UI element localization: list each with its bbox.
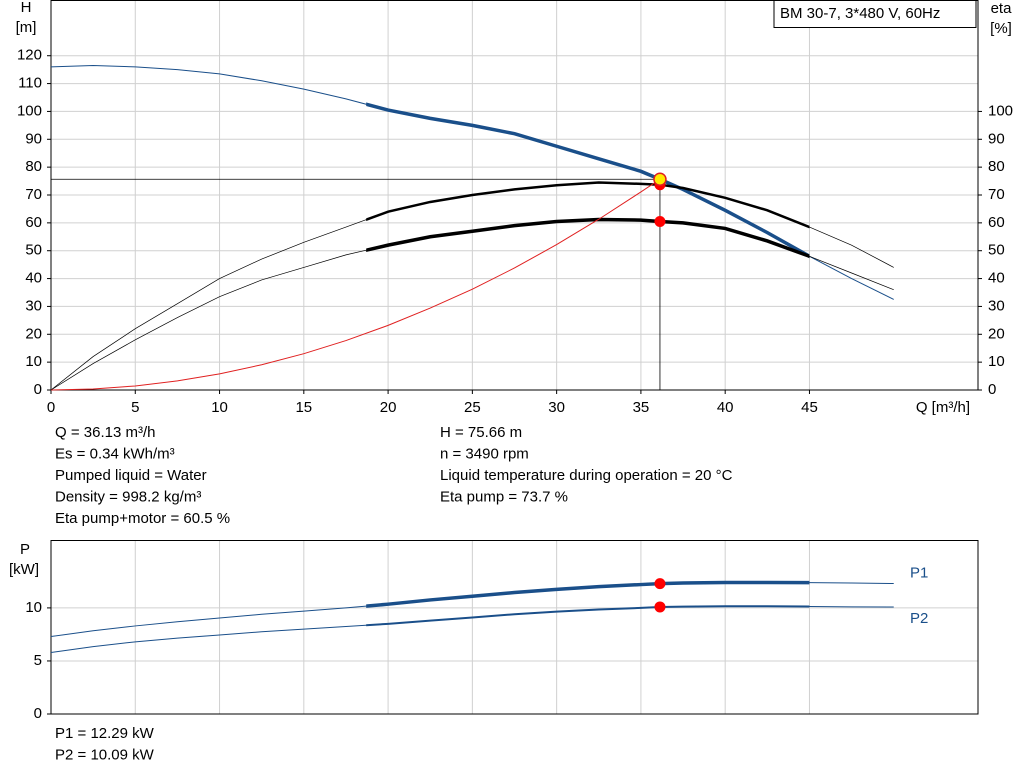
duty-dot: [654, 601, 666, 613]
info-text: Q = 36.13 m³/h: [55, 424, 155, 441]
y-unit: [m]: [16, 19, 37, 36]
x-label: Q [m³/h]: [916, 399, 970, 416]
y2-tick-label: 40: [988, 270, 1005, 287]
x-tick-label: 20: [380, 399, 397, 416]
info-text: P1 = 12.29 kW: [55, 725, 155, 742]
info-text: Eta pump+motor = 60.5 %: [55, 510, 230, 527]
y-tick-label: 70: [25, 186, 42, 203]
info-text: n = 3490 rpm: [440, 445, 529, 462]
series-line-bold: [366, 580, 810, 608]
series-line-bold: [366, 217, 810, 259]
y2-tick-label: 0: [988, 381, 996, 398]
x-tick-label: 5: [131, 399, 139, 416]
duty-dot: [654, 215, 666, 227]
y2-label: eta: [991, 0, 1013, 17]
chart-title: BM 30-7, 3*480 V, 60Hz: [780, 5, 940, 22]
x-tick-label: 0: [47, 399, 55, 416]
x-tick-label: 10: [211, 399, 228, 416]
y-label: P: [20, 541, 30, 558]
y-label: H: [21, 0, 32, 16]
x-tick-label: 40: [717, 399, 734, 416]
title-box: [773, 0, 977, 28]
plot-frame: [50, 540, 979, 715]
y-tick-label: 90: [25, 130, 42, 147]
y2-unit: [%]: [990, 20, 1012, 37]
y2-tick-label: 60: [988, 214, 1005, 231]
y2-tick-label: 50: [988, 242, 1005, 259]
series-line-bold: [366, 181, 810, 229]
y-tick-label: 10: [25, 353, 42, 370]
y-tick-label: 40: [25, 270, 42, 287]
y-tick-label: 20: [25, 325, 42, 342]
y2-tick-label: 70: [988, 186, 1005, 203]
y-tick-label: 120: [17, 47, 42, 64]
y2-tick-label: 80: [988, 158, 1005, 175]
x-tick-label: 35: [633, 399, 650, 416]
y-tick-label: 60: [25, 214, 42, 231]
info-text: Es = 0.34 kWh/m³: [55, 445, 175, 462]
y-tick-label: 30: [25, 297, 42, 314]
y-unit: [kW]: [9, 561, 39, 578]
y2-tick-label: 20: [988, 325, 1005, 342]
x-tick-label: 45: [801, 399, 818, 416]
x-tick-label: 25: [464, 399, 481, 416]
y-tick-label: 0: [34, 705, 42, 722]
y2-tick-label: 10: [988, 353, 1005, 370]
y-tick-label: 100: [17, 102, 42, 119]
series-label: P2: [910, 610, 928, 627]
y-tick-label: 110: [18, 75, 42, 92]
duty-point: [653, 172, 667, 186]
x-tick-label: 30: [548, 399, 565, 416]
info-text: P2 = 10.09 kW: [55, 746, 155, 763]
series-line: [50, 178, 661, 391]
y-tick-label: 0: [34, 381, 42, 398]
info-text: Liquid temperature during operation = 20…: [440, 467, 733, 484]
y-tick-label: 80: [25, 158, 42, 175]
duty-dot: [654, 578, 666, 590]
info-text: H = 75.66 m: [440, 424, 522, 441]
info-text: Eta pump = 73.7 %: [440, 488, 568, 505]
info-text: Pumped liquid = Water: [55, 467, 207, 484]
series-label: P1: [910, 564, 928, 581]
y2-tick-label: 30: [988, 297, 1005, 314]
info-text: Density = 998.2 kg/m³: [55, 488, 201, 505]
y2-tick-label: 90: [988, 130, 1005, 147]
y-tick-label: 10: [25, 599, 42, 616]
y-tick-label: 5: [34, 652, 42, 669]
series-line-bold: [366, 605, 810, 627]
series-line-bold: [366, 102, 810, 259]
x-tick-label: 15: [295, 399, 312, 416]
y2-tick-label: 100: [988, 102, 1013, 119]
y-tick-label: 50: [25, 242, 42, 259]
